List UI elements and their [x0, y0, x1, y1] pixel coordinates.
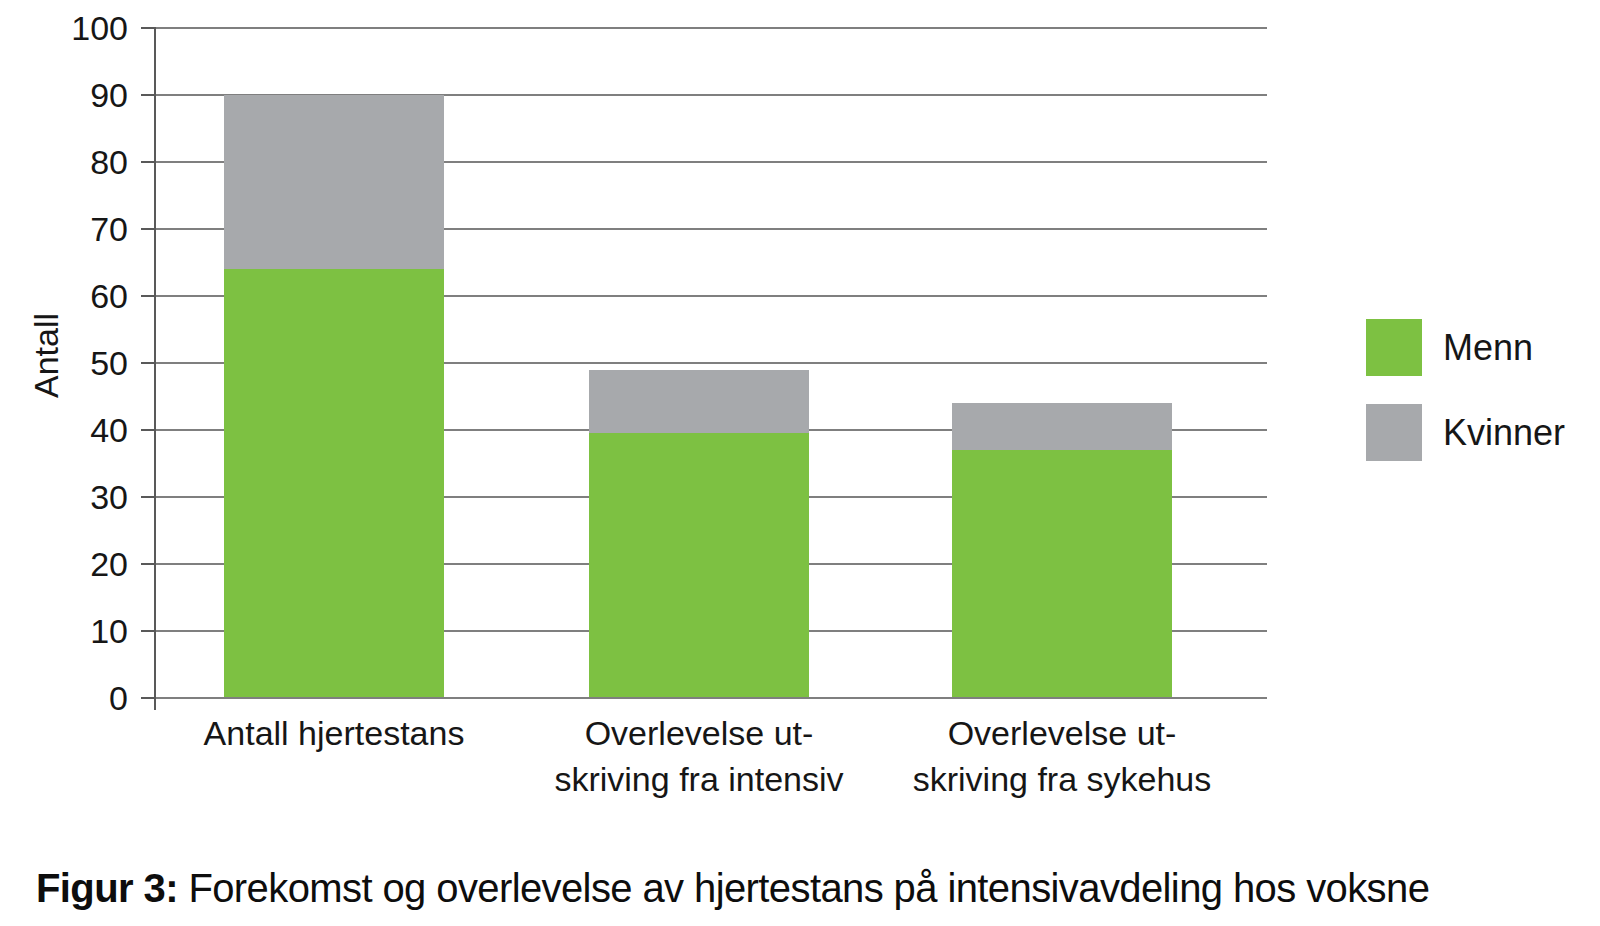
legend-label-menn: Menn	[1443, 319, 1533, 376]
y-tick-mark	[141, 161, 155, 163]
y-tick-mark	[141, 295, 155, 297]
figure-caption-label: Figur 3:	[36, 866, 178, 910]
bar-segment-menn	[589, 433, 809, 697]
y-gridline	[155, 27, 1267, 29]
y-tick-mark	[141, 362, 155, 364]
y-tick-label: 0	[18, 681, 128, 715]
y-tick-mark	[141, 496, 155, 498]
y-tick-label: 70	[18, 212, 128, 246]
y-tick-label: 80	[18, 145, 128, 179]
bar-segment-kvinner	[589, 370, 809, 434]
y-tick-mark	[141, 228, 155, 230]
figure-caption-text: Forekomst og overlevelse av hjertestans …	[178, 866, 1429, 910]
y-tick-mark	[141, 563, 155, 565]
y-tick-label: 40	[18, 413, 128, 447]
y-tick-mark	[141, 27, 155, 29]
y-tick-label: 20	[18, 547, 128, 581]
y-tick-mark	[141, 429, 155, 431]
y-tick-mark	[141, 94, 155, 96]
bar-segment-menn	[224, 269, 444, 697]
y-tick-label: 100	[18, 11, 128, 45]
y-tick-label: 30	[18, 480, 128, 514]
bar-segment-menn	[952, 450, 1172, 697]
category-label: Overlevelse ut- skriving fra intensiv	[489, 710, 909, 802]
y-tick-mark	[141, 630, 155, 632]
y-tick-label: 60	[18, 279, 128, 313]
y-tick-label: 10	[18, 614, 128, 648]
legend-swatch-menn	[1366, 319, 1422, 376]
y-gridline	[155, 697, 1267, 699]
category-label: Overlevelse ut- skriving fra sykehus	[852, 710, 1272, 802]
y-axis-line	[154, 27, 156, 710]
y-tick-label: 90	[18, 78, 128, 112]
category-label: Antall hjertestans	[124, 710, 544, 756]
y-tick-mark	[141, 697, 155, 699]
y-tick-label: 50	[18, 346, 128, 380]
figure-3-chart: Antall Figur 3: Forekomst og overlevelse…	[0, 0, 1600, 926]
bar-segment-kvinner	[952, 403, 1172, 450]
figure-caption: Figur 3: Forekomst og overlevelse av hje…	[36, 864, 1429, 912]
legend-label-kvinner: Kvinner	[1443, 404, 1565, 461]
bar-segment-kvinner	[224, 95, 444, 269]
legend-swatch-kvinner	[1366, 404, 1422, 461]
